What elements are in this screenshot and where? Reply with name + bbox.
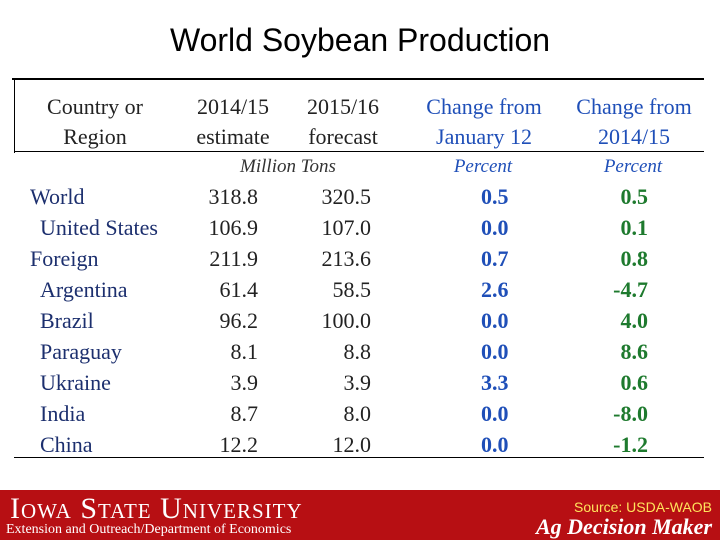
header-2015-16-line-1: 2015/16 [306,94,380,119]
row-change-prev: -1.2 [613,432,648,457]
header-2014-15-line-2: estimate [196,124,270,149]
row-2015-16: 8.0 [343,401,372,426]
row-change-jan: 0.5 [481,184,509,209]
header-change-prev-line-1: Change from [576,94,692,119]
row-2014-15: 211.9 [209,246,258,271]
row-change-prev: 0.5 [620,184,649,209]
row-name: China [40,432,93,457]
unit-million-tons: Million Tons [240,156,336,177]
row-2015-16: 213.6 [321,246,372,271]
header-change-prev-line-2: 2014/15 [597,124,671,149]
footer-bar [0,490,720,540]
row-change-prev: 0.6 [620,370,649,395]
header-region: Country or Region [20,92,170,152]
row-2014-15: 318.8 [208,184,259,209]
unit-percent-jan: Percent [453,156,513,177]
row-2015-16: 3.9 [343,370,372,395]
header-2015-16: 2015/16 forecast [290,92,396,152]
table-row-united-states: United States 106.9 107.0 0.0 0.1 [0,212,720,243]
row-name: United States [40,215,158,240]
table-bottom-rule [14,457,704,458]
row-change-prev: 4.0 [620,308,649,333]
header-change-prev: Change from 2014/15 [562,92,706,152]
header-change-jan-line-1: Change from [426,94,542,119]
row-2015-16: 100.0 [321,308,372,333]
university-logo: Iowa State University [10,493,303,525]
row-change-jan: 0.0 [481,401,509,426]
row-2014-15: 61.4 [219,277,259,302]
header-2014-15-line-1: 2014/15 [196,94,270,119]
row-2015-16: 8.8 [343,339,372,364]
header-change-jan-line-2: January 12 [436,124,532,149]
row-name: World [30,184,85,209]
row-2014-15: 3.9 [230,370,259,395]
row-2014-15: 8.7 [230,401,259,426]
brand-text: Ag Decision Maker [536,514,712,539]
table-row-brazil: Brazil 96.2 100.0 0.0 4.0 [0,305,720,336]
row-name: Ukraine [40,370,111,395]
table-row-china: China 12.2 12.0 0.0 -1.2 [0,429,720,460]
row-2015-16: 320.5 [321,184,372,209]
table-row-foreign: Foreign 211.9 213.6 0.7 0.8 [0,243,720,274]
row-change-jan: 3.3 [481,370,509,395]
header-2014-15: 2014/15 estimate [180,92,286,152]
row-change-jan: 0.0 [481,339,509,364]
extension-text: Extension and Outreach/Department of Eco… [6,522,292,537]
row-change-jan: 0.0 [481,432,509,457]
university-logo-text: Iowa State University [10,492,303,525]
header-change-jan: Change from January 12 [412,92,556,152]
source-text: Source: USDA-WAOB [574,499,712,515]
table-left-rule [14,80,15,153]
table-top-rule [12,78,704,80]
unit-percent-prev: Percent [603,156,663,177]
row-change-prev: 8.6 [620,339,649,364]
row-name: Foreign [30,246,99,271]
table-row-world: World 318.8 320.5 0.5 0.5 [0,181,720,212]
row-2015-16: 107.0 [321,215,372,240]
header-2015-16-line-2: forecast [308,124,378,149]
row-change-prev: 0.8 [620,246,649,271]
header-region-line-2: Region [63,124,127,149]
row-name: Paraguay [40,339,122,364]
row-2015-16: 58.5 [332,277,372,302]
table-row-argentina: Argentina 61.4 58.5 2.6 -4.7 [0,274,720,305]
header-region-line-1: Country or [47,94,143,119]
row-2014-15: 8.1 [230,339,259,364]
row-2014-15: 12.2 [219,432,259,457]
row-2014-15: 96.2 [219,308,259,333]
row-change-prev: -8.0 [613,401,648,426]
row-change-jan: 0.7 [481,246,509,271]
row-change-jan: 0.0 [481,215,509,240]
table-row-ukraine: Ukraine 3.9 3.9 3.3 0.6 [0,367,720,398]
row-change-prev: -4.7 [613,277,648,302]
row-change-jan: 0.0 [481,308,509,333]
row-change-prev: 0.1 [620,215,649,240]
header-rule [14,151,704,152]
row-name: Brazil [40,308,94,333]
table-row-paraguay: Paraguay 8.1 8.8 0.0 8.6 [0,336,720,367]
row-name: India [40,401,86,426]
row-2014-15: 106.9 [208,215,259,240]
page-title: World Soybean Production [169,22,551,58]
table-row-india: India 8.7 8.0 0.0 -8.0 [0,398,720,429]
row-2015-16: 12.0 [332,432,372,457]
row-name: Argentina [40,277,128,302]
row-change-jan: 2.6 [481,277,509,302]
